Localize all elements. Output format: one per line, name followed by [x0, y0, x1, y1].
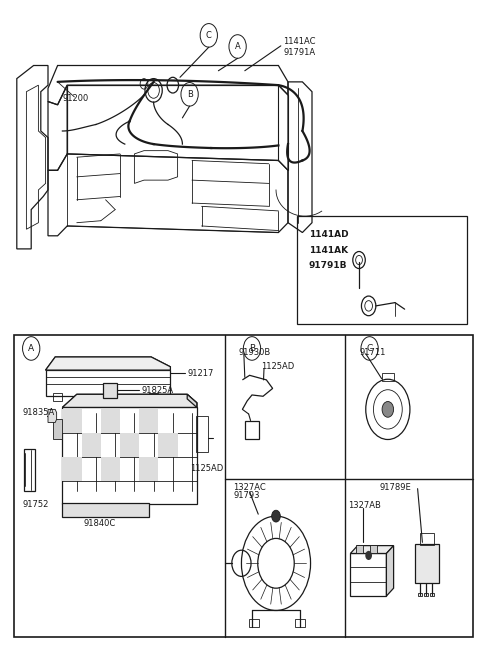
Text: B: B — [249, 344, 255, 353]
Bar — [14, 335, 473, 637]
Bar — [62, 503, 149, 517]
Bar — [356, 545, 363, 553]
Text: 91217: 91217 — [187, 369, 214, 378]
Text: 1141AD: 1141AD — [309, 230, 348, 239]
Polygon shape — [62, 394, 197, 407]
Text: 91789E: 91789E — [379, 483, 411, 492]
Text: 91711: 91711 — [359, 348, 385, 357]
Bar — [420, 533, 434, 545]
Bar — [430, 593, 434, 596]
Bar — [350, 553, 386, 596]
Bar — [382, 373, 394, 381]
Bar — [370, 545, 377, 553]
Bar — [418, 593, 422, 596]
Bar — [250, 619, 259, 627]
Text: 1141AK: 1141AK — [309, 246, 348, 255]
Circle shape — [272, 510, 280, 522]
Bar — [120, 433, 139, 457]
Text: 91930B: 91930B — [239, 348, 271, 357]
Text: A: A — [235, 42, 240, 51]
Bar — [245, 421, 259, 439]
Bar — [82, 433, 101, 457]
Bar — [24, 449, 35, 491]
Polygon shape — [48, 409, 57, 422]
Bar — [101, 457, 120, 481]
Text: 1327AB: 1327AB — [348, 501, 381, 510]
Text: 91791B: 91791B — [309, 261, 347, 270]
Text: 91835A: 91835A — [22, 408, 54, 417]
Bar — [424, 593, 428, 596]
Text: 1125AD: 1125AD — [261, 362, 294, 371]
Text: C: C — [366, 344, 373, 353]
Bar — [139, 409, 158, 433]
Bar — [297, 216, 467, 324]
Text: C: C — [206, 31, 212, 40]
Text: 91793: 91793 — [233, 491, 260, 500]
Polygon shape — [386, 546, 394, 596]
Bar — [415, 544, 439, 583]
Text: 91791A: 91791A — [283, 48, 315, 57]
Text: 91752: 91752 — [22, 500, 48, 509]
Bar — [196, 416, 208, 452]
Text: 91825A: 91825A — [141, 386, 173, 395]
Bar — [62, 457, 82, 481]
Text: A: A — [28, 344, 34, 353]
Polygon shape — [62, 394, 197, 407]
Bar — [158, 433, 178, 457]
Text: 91840C: 91840C — [84, 519, 116, 529]
Bar — [149, 393, 158, 401]
Bar — [295, 619, 305, 627]
Bar — [139, 457, 158, 481]
Text: 1125AD: 1125AD — [190, 464, 223, 473]
Polygon shape — [53, 419, 62, 439]
Polygon shape — [187, 394, 197, 407]
Polygon shape — [350, 546, 394, 553]
Polygon shape — [46, 357, 170, 370]
Text: 1327AC: 1327AC — [233, 483, 266, 492]
Polygon shape — [46, 357, 170, 370]
Text: 1141AC: 1141AC — [283, 37, 316, 47]
Bar — [103, 383, 117, 398]
Text: 91200: 91200 — [62, 94, 89, 103]
Bar — [62, 409, 82, 433]
Bar — [53, 393, 62, 401]
Text: B: B — [187, 90, 192, 99]
Circle shape — [365, 551, 372, 560]
Bar — [101, 409, 120, 433]
Circle shape — [382, 402, 394, 417]
